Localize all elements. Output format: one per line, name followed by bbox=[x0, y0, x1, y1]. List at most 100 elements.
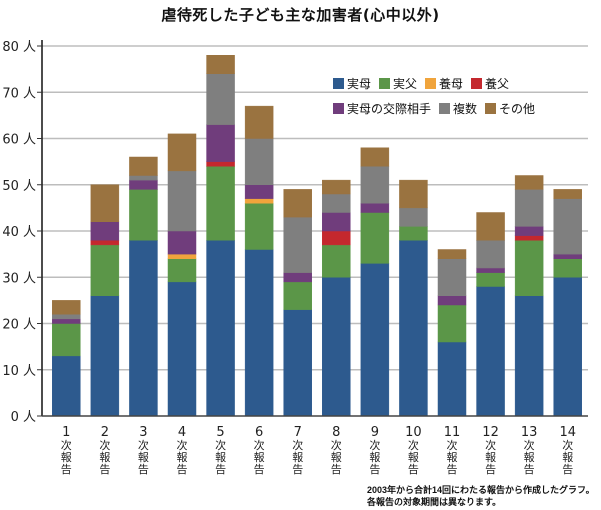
x-tick-label: 1 bbox=[62, 425, 70, 440]
bar-segment bbox=[167, 258, 197, 283]
legend-item: 実母の交際相手 bbox=[333, 100, 431, 117]
y-tick-label: 40 人 bbox=[2, 225, 36, 240]
legend-label: 養父 bbox=[485, 77, 510, 91]
bar-segment bbox=[244, 138, 274, 185]
bar-segment bbox=[244, 105, 274, 139]
x-tick-sublabel: 次 bbox=[562, 438, 573, 452]
legend-swatch bbox=[379, 78, 391, 89]
x-tick-label: 11 bbox=[444, 425, 461, 440]
bar-segment bbox=[206, 55, 235, 74]
bar-segment bbox=[129, 156, 158, 176]
x-tick-sublabel: 次 bbox=[292, 438, 303, 452]
x-tick-label: 2 bbox=[101, 425, 109, 440]
x-tick-sublabel: 報 bbox=[408, 451, 419, 464]
x-tick-sublabel: 報 bbox=[331, 451, 342, 464]
axes bbox=[41, 40, 588, 417]
bar-segment bbox=[206, 124, 235, 162]
bar-segment bbox=[167, 230, 197, 255]
x-tick-label: 6 bbox=[255, 425, 263, 440]
x-tick-sublabel: 告 bbox=[99, 463, 110, 476]
bar-segment bbox=[90, 295, 120, 417]
bar-stack-5 bbox=[206, 55, 235, 417]
x-tick-sublabel: 次 bbox=[447, 438, 458, 452]
x-tick-sublabel: 告 bbox=[331, 463, 342, 476]
legend-swatch bbox=[439, 103, 451, 114]
x-tick-sublabel: 報 bbox=[177, 451, 188, 464]
bar-segment bbox=[206, 73, 235, 125]
x-tick-labels: 1次報告2次報告3次報告4次報告5次報告6次報告7次報告8次報告9次報告10次報… bbox=[61, 425, 576, 476]
x-tick-sublabel: 次 bbox=[99, 438, 110, 452]
bar-segment bbox=[399, 226, 428, 241]
bar-segment bbox=[52, 314, 81, 320]
x-tick-sublabel: 次 bbox=[61, 438, 72, 452]
x-tick-sublabel: 告 bbox=[408, 463, 419, 476]
bar-segment bbox=[244, 203, 274, 250]
x-tick-sublabel: 報 bbox=[215, 451, 226, 464]
bar-segment bbox=[437, 258, 467, 296]
x-tick-sublabel: 告 bbox=[215, 463, 226, 476]
bar-stack-8 bbox=[322, 179, 351, 417]
bar-segment bbox=[322, 179, 351, 195]
x-tick-sublabel: 告 bbox=[61, 463, 72, 476]
x-tick-sublabel: 告 bbox=[524, 463, 535, 476]
bar-segment bbox=[52, 323, 81, 357]
chart-title: 虐待死した子ども主な加害者(心中以外) bbox=[161, 6, 440, 24]
bar-segment bbox=[476, 212, 505, 241]
x-tick-sublabel: 報 bbox=[254, 451, 265, 464]
x-tick-sublabel: 次 bbox=[254, 438, 265, 452]
bar-segment bbox=[553, 253, 582, 259]
x-tick-sublabel: 報 bbox=[292, 451, 303, 464]
x-tick-label: 12 bbox=[482, 425, 499, 440]
bar-stack-3 bbox=[129, 156, 158, 417]
bar-segment bbox=[52, 300, 81, 315]
bar-segment bbox=[283, 189, 312, 218]
bar-segment bbox=[437, 295, 467, 306]
bar-segment bbox=[360, 263, 390, 417]
bar-segment bbox=[283, 309, 312, 417]
x-tick-sublabel: 次 bbox=[177, 438, 188, 452]
bar-stack-9 bbox=[360, 147, 390, 417]
x-tick-sublabel: 次 bbox=[408, 438, 419, 452]
bar-segment bbox=[129, 189, 158, 241]
bar-segment bbox=[52, 318, 81, 324]
bar-segment bbox=[360, 203, 390, 213]
bar-segment bbox=[360, 147, 390, 167]
y-tick-label: 0 人 bbox=[11, 410, 36, 425]
y-tick-label: 20 人 bbox=[2, 318, 36, 333]
bar-segment bbox=[399, 179, 428, 209]
legend-swatch bbox=[485, 103, 497, 114]
bar-segment bbox=[476, 240, 505, 269]
footnote-line-2: 各報告の対象期間は異なります。 bbox=[367, 497, 502, 507]
bar-segment bbox=[283, 281, 312, 310]
bar-segment bbox=[90, 240, 120, 246]
bar-segment bbox=[90, 244, 120, 296]
bar-stack-10 bbox=[399, 179, 428, 417]
y-tick-label: 50 人 bbox=[2, 179, 36, 194]
x-tick-sublabel: 報 bbox=[138, 451, 149, 464]
bar-segment bbox=[129, 179, 158, 190]
bar-stack-1 bbox=[52, 300, 81, 417]
bar-segment bbox=[206, 161, 235, 167]
bar-segment bbox=[553, 189, 582, 199]
bar-segment bbox=[360, 166, 390, 204]
legend-item: 複数 bbox=[439, 100, 477, 117]
x-tick-sublabel: 次 bbox=[215, 438, 226, 452]
bar-segment bbox=[167, 281, 197, 417]
bar-segment bbox=[129, 175, 158, 181]
bar-segment bbox=[514, 240, 544, 296]
bar-segment bbox=[553, 277, 582, 417]
x-tick-sublabel: 告 bbox=[177, 463, 188, 476]
bar-stack-2 bbox=[90, 184, 120, 417]
bar-segment bbox=[322, 277, 351, 417]
y-tick-label: 70 人 bbox=[2, 86, 36, 101]
x-tick-label: 8 bbox=[332, 425, 340, 440]
x-tick-sublabel: 次 bbox=[524, 438, 535, 452]
bar-segment bbox=[129, 240, 158, 417]
bar-segment bbox=[399, 207, 428, 227]
bars bbox=[52, 55, 582, 417]
bar-segment bbox=[206, 166, 235, 241]
bar-segment bbox=[514, 295, 544, 417]
bar-segment bbox=[167, 133, 197, 172]
x-tick-sublabel: 告 bbox=[369, 463, 380, 476]
bar-segment bbox=[322, 193, 351, 213]
